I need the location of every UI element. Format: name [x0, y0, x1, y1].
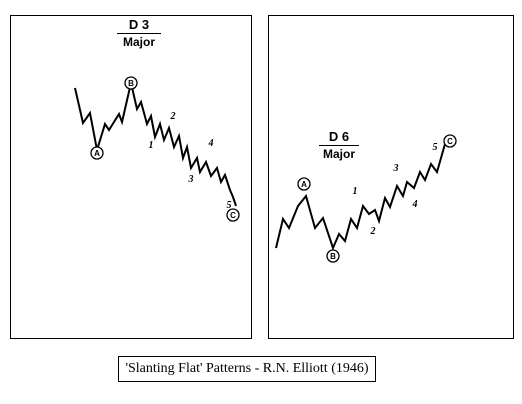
- svg-text:B: B: [128, 79, 134, 88]
- wave-diagram-d6: A B C 1 2 3 4 5: [275, 134, 457, 263]
- wave-line: [74, 82, 237, 207]
- pattern-panel-d6: D 6 Major A B C 1 2 3 4 5: [268, 15, 514, 339]
- wave-number-4: 4: [412, 199, 418, 210]
- panel-header: D 3 Major: [117, 18, 161, 48]
- wave-label-b: B: [326, 249, 340, 263]
- wave-number-3: 3: [393, 163, 399, 174]
- wave-number-4: 4: [208, 138, 214, 149]
- wave-number-5: 5: [433, 142, 438, 153]
- wave-number-1: 1: [353, 186, 358, 197]
- degree-code: D 6: [319, 130, 359, 146]
- wave-number-1: 1: [149, 140, 154, 151]
- svg-text:A: A: [94, 149, 100, 158]
- svg-text:C: C: [447, 137, 453, 146]
- svg-text:B: B: [330, 252, 336, 261]
- panel-header: D 6 Major: [319, 130, 359, 160]
- wave-number-2: 2: [370, 226, 376, 237]
- svg-text:C: C: [230, 211, 236, 220]
- degree-name: Major: [122, 35, 155, 49]
- wave-diagram-d3: A B C 1 2 3 4 5: [74, 76, 240, 222]
- wave-label-b: B: [124, 76, 138, 90]
- figure-caption: 'Slanting Flat' Patterns - R.N. Elliott …: [118, 356, 376, 382]
- wave-label-a: A: [90, 146, 104, 160]
- pattern-panel-d3: D 3 Major A B C 1 2 3 4 5: [10, 15, 252, 339]
- wave-line: [275, 143, 446, 251]
- wave-number-5: 5: [227, 200, 232, 211]
- wave-label-c: C: [443, 134, 457, 148]
- degree-name: Major: [322, 147, 355, 161]
- degree-code: D 3: [117, 18, 161, 34]
- svg-text:A: A: [301, 180, 307, 189]
- wave-number-3: 3: [188, 174, 194, 185]
- wave-number-2: 2: [170, 111, 176, 122]
- wave-label-c: C: [226, 208, 240, 222]
- wave-label-a: A: [297, 177, 311, 191]
